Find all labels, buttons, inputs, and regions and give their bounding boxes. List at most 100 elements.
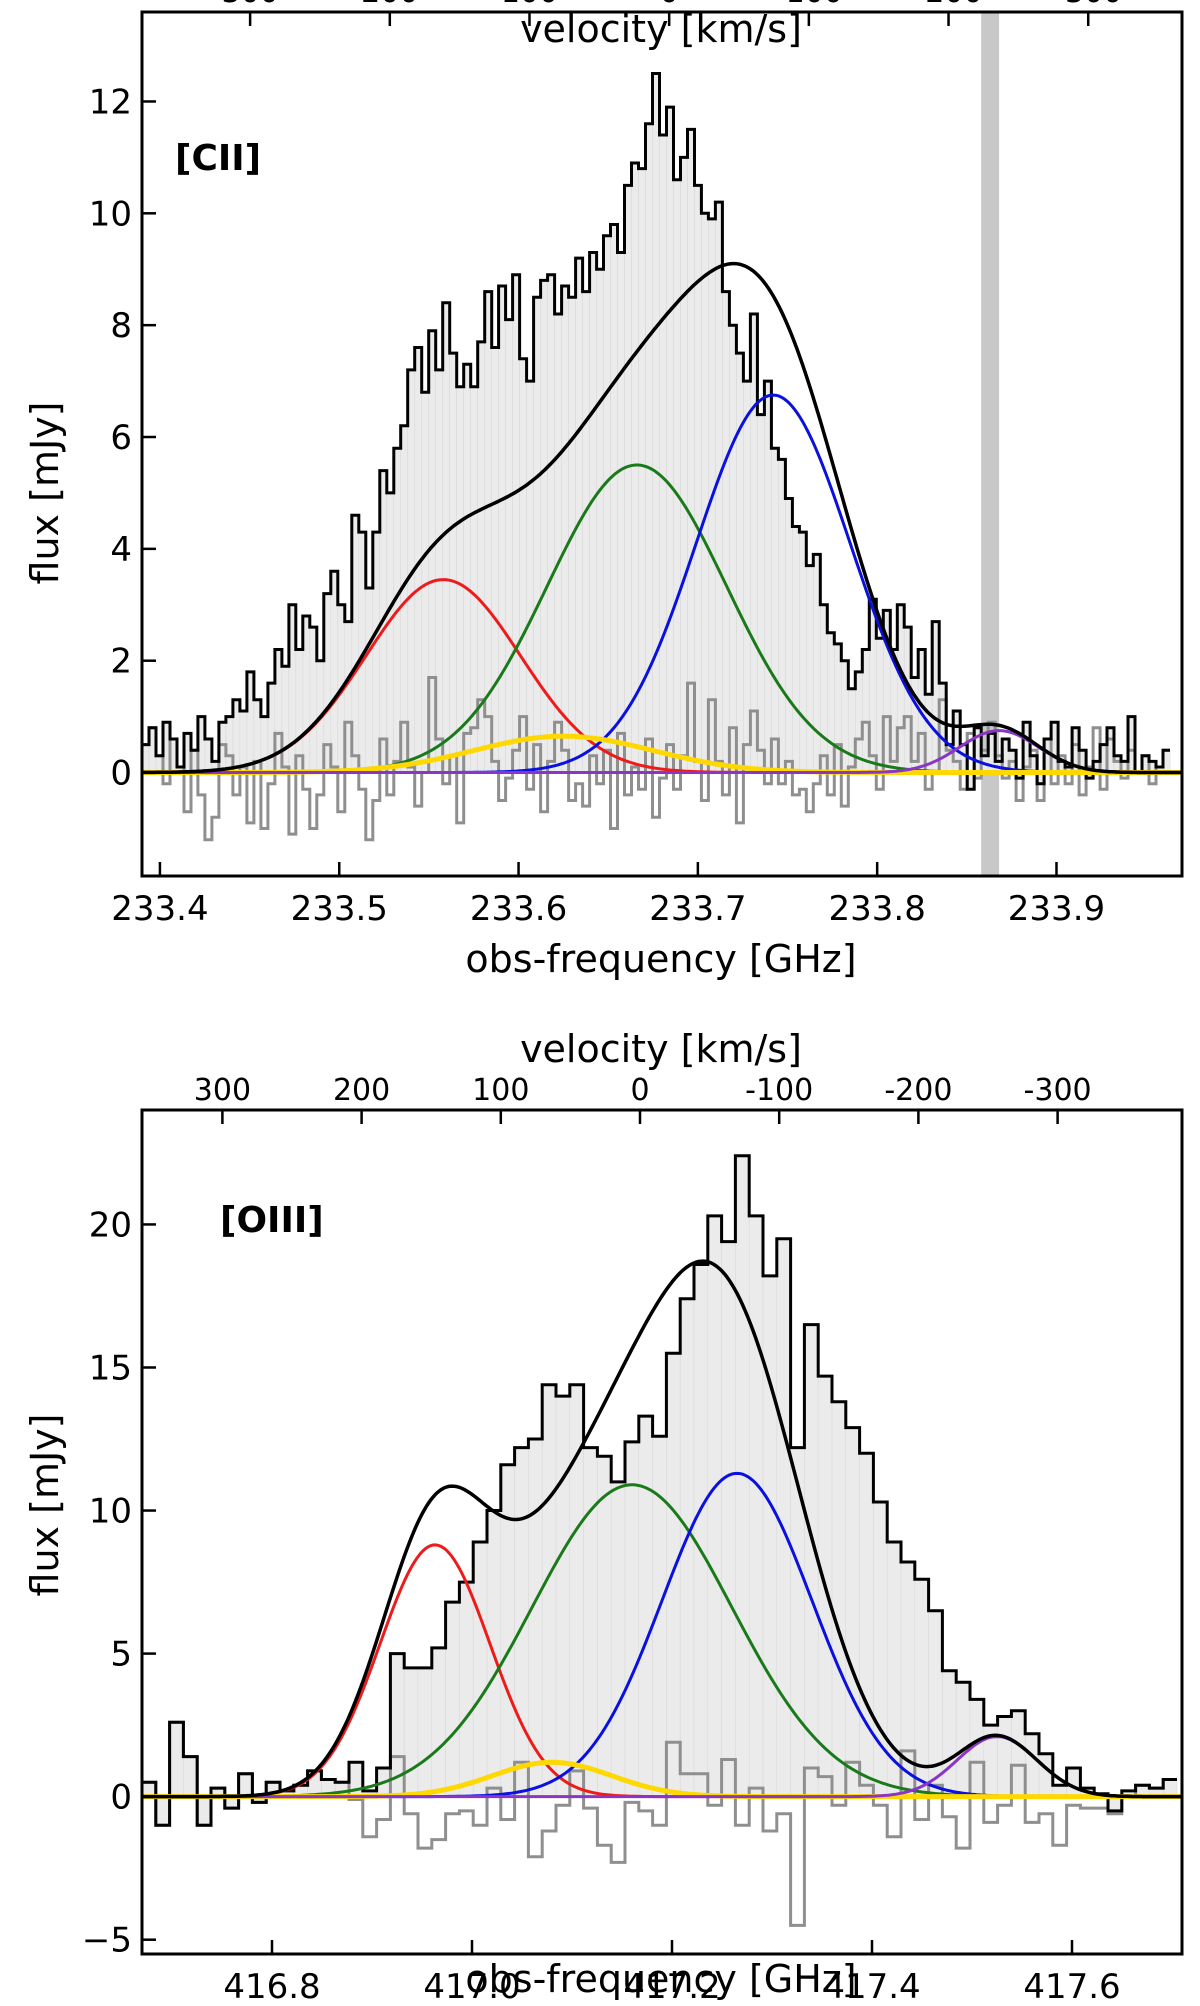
cii-spectrum-bin [771,447,779,773]
oiii-top-tick-label: -200 [884,1073,952,1108]
cii-plot-area [142,12,1182,876]
oiii-top-axis-label: velocity [km/s] [520,1027,802,1071]
cii-spectrum-bin [596,268,604,773]
oiii-xtick-label: 417.4 [823,1967,920,2006]
cii-spectrum-bin [722,291,730,773]
oiii-spectrum-bin [417,1667,433,1797]
oiii-top-tick-label: 300 [194,1073,251,1108]
cii-top-axis-label: velocity [km/s] [520,7,802,51]
panel-oiii: [OIII] velocity [km/s] obs-frequency [GH… [23,1027,1184,2006]
cii-spectrum-bin [505,319,513,773]
oiii-ytick-label: 15 [89,1348,132,1388]
oiii-spectrum-bin [155,1796,170,1826]
cii-spectrum-bin [540,280,548,773]
cii-spectrum-bin [519,358,527,773]
cii-spectrum-bin [736,352,744,773]
cii-spectrum-bin [666,106,674,773]
oiii-spectrum-bin [721,1241,736,1797]
cii-xtick-label: 233.8 [829,889,926,929]
cii-y-axis-label: flux [mJy] [23,402,67,585]
oiii-y-axis-label: flux [mJy] [23,1414,67,1597]
oiii-spectrum-bin [1024,1733,1040,1797]
cii-ytick-label: 4 [110,530,132,570]
oiii-top-tick-label: -300 [1024,1073,1092,1108]
cii-label: [CII] [175,138,261,179]
cii-top-tick-label: 100 [501,0,558,10]
oiii-top-tick-label: -100 [745,1073,813,1108]
cii-top-tick-label: 300 [221,0,278,10]
cii-spectrum-bin [799,531,807,773]
cii-spectrum-bin [589,252,597,773]
cii-spectrum-bin [785,498,793,773]
oiii-spectrum-bin [762,1275,778,1797]
oiii-spectrum-bin [1162,1779,1178,1797]
oiii-xtick-label: 417.6 [1023,1967,1120,2006]
oiii-spectrum-bin [693,1264,709,1797]
oiii-spectrum-bin [707,1215,722,1797]
oiii-frame [140,1108,1184,1956]
cii-spectrum-bin [806,565,814,773]
oiii-ytick-label: 5 [110,1635,132,1675]
oiii-spectrum-fill [142,1155,1178,1826]
cii-top-tick-label: -100 [775,0,843,10]
cii-spectrum-bin [673,179,681,773]
oiii-spectrum-bin [942,1670,957,1797]
oiii-ytick-label: 0 [110,1778,132,1818]
cii-top-tick-label: 200 [361,0,418,10]
cii-spectrum-bin [701,213,709,773]
cii-spectrum-bin [687,129,695,773]
oiii-spectrum-bin [1066,1767,1081,1797]
cii-xtick-label: 233.4 [111,889,208,929]
cii-spectrum-bin [778,459,786,773]
cii-spectrum-bin [603,235,611,773]
cii-component-purple [142,729,1182,774]
oiii-spectrum-bin [997,1716,1012,1797]
oiii-spectrum-bin [431,1647,446,1797]
cii-spectrum-bin [491,347,499,773]
cii-spectrum-bin [729,324,737,773]
oiii-top-tick-label: 0 [630,1073,649,1108]
cii-xtick-label: 233.5 [291,889,388,929]
oiii-spectrum-bin [238,1773,253,1797]
cii-masked-band [981,12,1000,876]
cii-spectrum-bin [575,257,583,773]
oiii-spectrum-bin [500,1464,515,1797]
oiii-spectrum-bin [541,1384,557,1797]
cii-spectrum-bin [449,352,457,773]
cii-spectrum-bin [659,134,667,773]
cii-spectrum-bin [792,526,800,773]
cii-spectrum-bin [624,185,632,773]
cii-spectrum-bin [456,386,464,773]
oiii-spectrum-bin [955,1681,971,1797]
oiii-spectrum-bin [748,1215,764,1797]
cii-top-tick-label: -300 [1054,0,1122,10]
cii-top-tick-label: -200 [914,0,982,10]
oiii-spectrum-bin [638,1415,653,1797]
cii-spectrum-bin [239,710,248,773]
oiii-spectrum-bin [859,1453,874,1797]
oiii-spectrum-bin [445,1601,460,1797]
cii-top-tick-label: 0 [660,0,679,10]
oiii-spectrum-bin [928,1610,943,1797]
oiii-xtick-label: 416.8 [223,1967,320,2006]
oiii-spectrum-bin [169,1721,184,1797]
cii-ytick-label: 6 [110,418,132,458]
cii-spectrum-step [142,72,1170,791]
oiii-spectrum-bin [597,1455,612,1797]
cii-x-axis-label: obs-frequency [GHz] [465,937,856,981]
cii-ytick-label: 12 [89,82,132,122]
oiii-spectrum-bin [555,1395,571,1797]
oiii-x-axis-label: obs-frequency [GHz] [465,1957,856,2001]
oiii-top-tick-label: 200 [333,1073,390,1108]
cii-spectrum-bin [652,73,660,773]
oiii-spectrum-bin [196,1796,212,1826]
cii-ytick-label: 0 [110,754,132,794]
oiii-spectrum-bin [1038,1753,1054,1797]
cii-spectrum-bin [463,364,471,773]
cii-frame [140,10,1184,878]
cii-xtick-label: 233.7 [649,889,746,929]
cii-total-fit [142,261,1182,775]
oiii-spectrum-bin [886,1541,902,1797]
oiii-spectrum-bin [624,1441,640,1797]
